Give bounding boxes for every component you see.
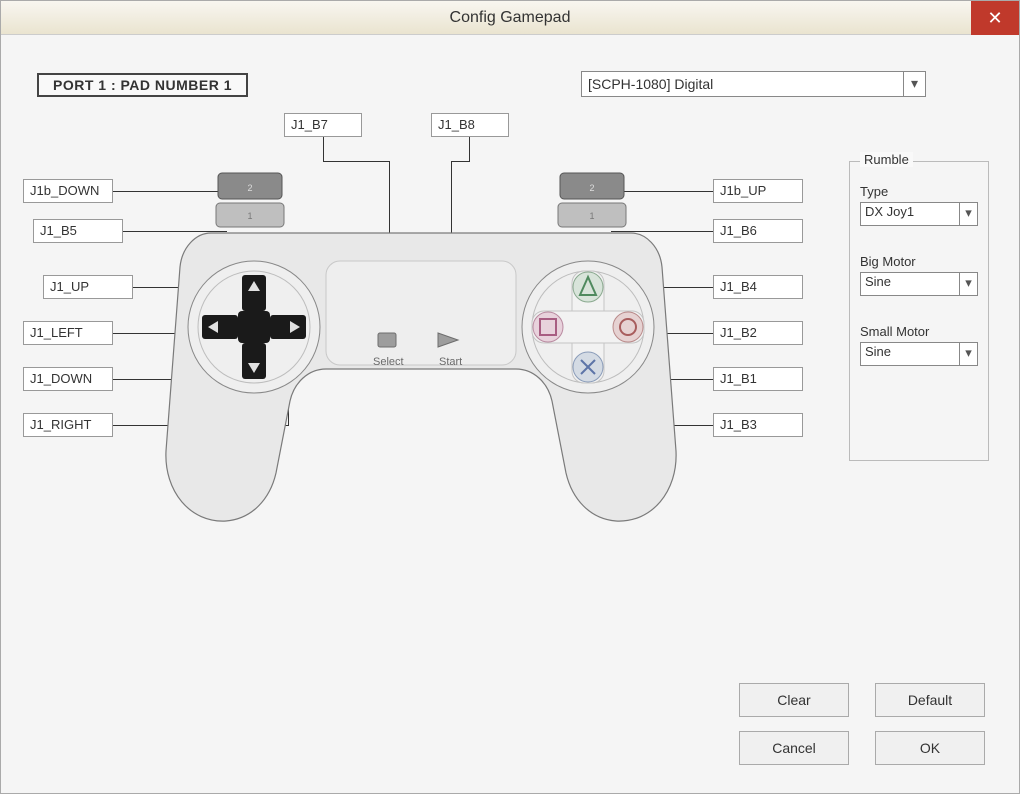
- chevron-down-icon: ▾: [959, 273, 977, 295]
- window-title: Config Gamepad: [450, 9, 571, 26]
- rumble-small-label: Small Motor: [860, 324, 978, 339]
- binding-cross[interactable]: J1_B1: [713, 367, 803, 391]
- titlebar: Config Gamepad ✕: [1, 1, 1019, 35]
- rumble-small-value: Sine: [865, 344, 891, 359]
- svg-text:1: 1: [589, 211, 594, 221]
- binding-r2[interactable]: J1b_UP: [713, 179, 803, 203]
- binding-l1[interactable]: J1_B5: [33, 219, 123, 243]
- binding-dpad-down[interactable]: J1_DOWN: [23, 367, 113, 391]
- binding-circle[interactable]: J1_B2: [713, 321, 803, 345]
- rumble-big-label: Big Motor: [860, 254, 978, 269]
- binding-l2[interactable]: J1b_DOWN: [23, 179, 113, 203]
- binding-dpad-right[interactable]: J1_RIGHT: [23, 413, 113, 437]
- port-label: PORT 1 : PAD NUMBER 1: [37, 73, 248, 97]
- config-gamepad-window: Config Gamepad ✕ PORT 1 : PAD NUMBER 1 […: [0, 0, 1020, 794]
- gamepad-diagram: 2 1 2 1: [156, 151, 686, 531]
- binding-dpad-up[interactable]: J1_UP: [43, 275, 133, 299]
- svg-text:2: 2: [589, 183, 594, 193]
- clear-button[interactable]: Clear: [739, 683, 849, 717]
- rumble-small-select[interactable]: Sine ▾: [860, 342, 978, 366]
- rumble-big-value: Sine: [865, 274, 891, 289]
- close-button[interactable]: ✕: [971, 1, 1019, 35]
- select-label: Select: [373, 356, 404, 368]
- svg-text:1: 1: [247, 211, 252, 221]
- binding-start[interactable]: J1_B8: [431, 113, 509, 137]
- device-selected: [SCPH-1080] Digital: [588, 76, 713, 92]
- rumble-title: Rumble: [860, 152, 913, 167]
- start-label: Start: [439, 356, 462, 368]
- rumble-big-select[interactable]: Sine ▾: [860, 272, 978, 296]
- chevron-down-icon: ▾: [959, 343, 977, 365]
- cancel-button[interactable]: Cancel: [739, 731, 849, 765]
- close-icon: ✕: [987, 8, 1002, 28]
- rumble-type-label: Type: [860, 184, 978, 199]
- binding-r1[interactable]: J1_B6: [713, 219, 803, 243]
- default-button[interactable]: Default: [875, 683, 985, 717]
- binding-select[interactable]: J1_B7: [284, 113, 362, 137]
- binding-dpad-left[interactable]: J1_LEFT: [23, 321, 113, 345]
- device-select[interactable]: [SCPH-1080] Digital ▾: [581, 71, 926, 97]
- svg-text:2: 2: [247, 183, 252, 193]
- chevron-down-icon: ▾: [903, 72, 925, 96]
- ok-button[interactable]: OK: [875, 731, 985, 765]
- binding-square[interactable]: J1_B3: [713, 413, 803, 437]
- rumble-type-select[interactable]: DX Joy1 ▾: [860, 202, 978, 226]
- chevron-down-icon: ▾: [959, 203, 977, 225]
- binding-triangle[interactable]: J1_B4: [713, 275, 803, 299]
- rumble-type-value: DX Joy1: [865, 204, 914, 219]
- rumble-group: Rumble Type DX Joy1 ▾ Big Motor Sine ▾ S…: [849, 161, 989, 461]
